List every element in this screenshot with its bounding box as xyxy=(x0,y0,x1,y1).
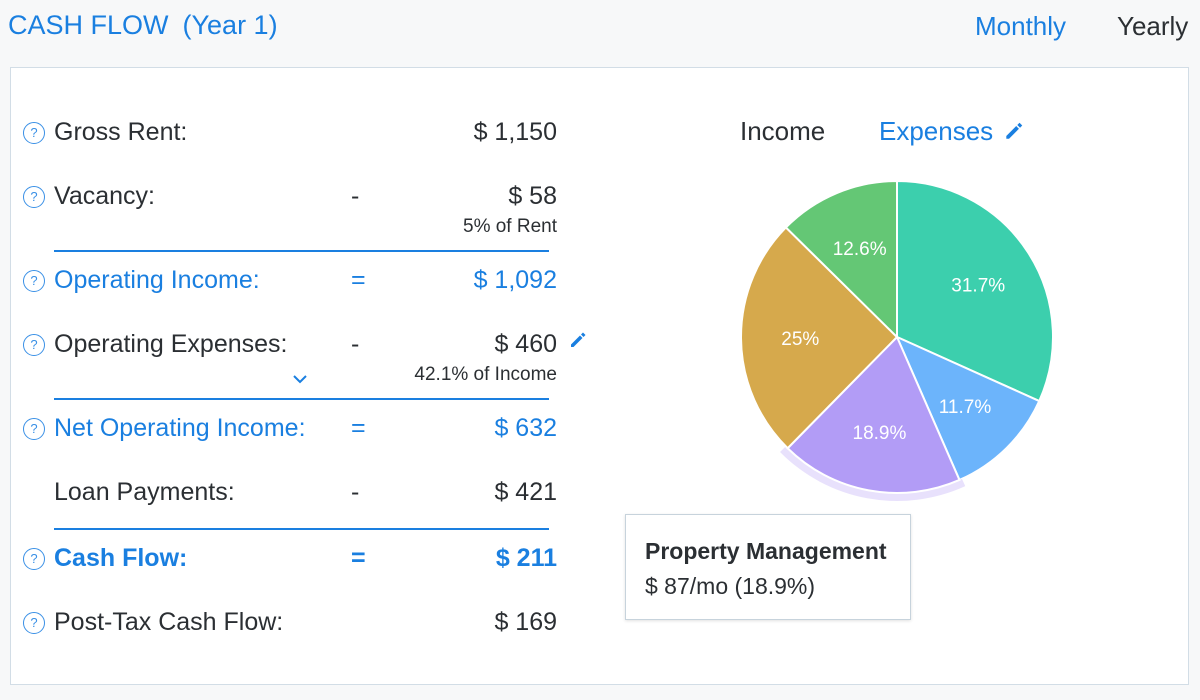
divider xyxy=(54,250,549,252)
post-tax-cash-flow-value: $ 169 xyxy=(494,608,557,636)
pie-slice-label: 25% xyxy=(781,329,819,350)
vacancy-row: ? Vacancy: - $ 58 5% of Rent xyxy=(23,182,563,246)
loan-payments-row: Loan Payments: - $ 421 xyxy=(23,478,563,514)
vacancy-note: 5% of Rent xyxy=(463,216,557,237)
operating-expenses-value: $ 460 xyxy=(494,330,557,358)
minus-sign: - xyxy=(351,478,360,506)
help-icon[interactable]: ? xyxy=(23,612,45,634)
tooltip-value: $ 87/mo (18.9%) xyxy=(645,573,816,599)
help-icon[interactable]: ? xyxy=(23,334,45,356)
gross-rent-label: Gross Rent: xyxy=(54,118,188,146)
vacancy-label: Vacancy: xyxy=(54,182,155,210)
divider xyxy=(54,528,549,530)
noi-label: Net Operating Income: xyxy=(54,414,306,442)
loan-payments-value: $ 421 xyxy=(494,478,557,506)
pie-slice-label: 31.7% xyxy=(951,275,1005,296)
pie-slice-label: 18.9% xyxy=(853,423,907,444)
expenses-tab[interactable]: Expenses xyxy=(879,116,994,146)
chevron-down-icon[interactable] xyxy=(291,373,309,385)
gross-rent-value: $ 1,150 xyxy=(473,118,557,146)
yearly-toggle[interactable]: Yearly xyxy=(1117,11,1189,41)
help-icon[interactable]: ? xyxy=(23,418,45,440)
pie-slice[interactable] xyxy=(740,226,899,450)
highlight-halo xyxy=(780,446,966,501)
title-year: (Year 1) xyxy=(182,10,278,40)
tooltip-title: Property Management xyxy=(645,538,887,564)
equals-sign: = xyxy=(351,544,366,572)
operating-expenses-note: 42.1% of Income xyxy=(414,364,557,385)
section-title: CASH FLOW (Year 1) xyxy=(8,10,278,41)
minus-sign: - xyxy=(351,182,360,210)
loan-payments-label: Loan Payments: xyxy=(54,478,235,506)
cash-flow-card: ? Gross Rent: $ 1,150 ? Vacancy: - $ 58 … xyxy=(10,67,1189,685)
help-icon[interactable]: ? xyxy=(23,122,45,144)
help-icon[interactable]: ? xyxy=(23,186,45,208)
post-tax-cash-flow-row: ? Post-Tax Cash Flow: $ 169 xyxy=(23,608,563,644)
title-text: CASH FLOW xyxy=(8,10,169,40)
help-icon[interactable]: ? xyxy=(23,548,45,570)
divider xyxy=(54,398,549,400)
operating-expenses-label: Operating Expenses: xyxy=(54,330,288,358)
operating-income-label: Operating Income: xyxy=(54,266,260,294)
operating-income-row: ? Operating Income: = $ 1,092 xyxy=(23,266,563,302)
equals-sign: = xyxy=(351,414,366,442)
pie-slice[interactable] xyxy=(895,335,1041,482)
minus-sign: - xyxy=(351,330,360,358)
cash-flow-value: $ 211 xyxy=(495,544,557,572)
cash-flow-label: Cash Flow: xyxy=(54,544,188,572)
pie-slice[interactable] xyxy=(784,179,898,340)
vacancy-value: $ 58 xyxy=(508,182,557,210)
operating-expenses-row: ? Operating Expenses: - $ 460 42.1% of I… xyxy=(23,330,563,394)
pie-slice[interactable] xyxy=(786,335,961,494)
equals-sign: = xyxy=(351,266,366,294)
monthly-toggle[interactable]: Monthly xyxy=(975,11,1067,41)
help-icon[interactable]: ? xyxy=(23,270,45,292)
edit-expenses-tab-pencil-icon[interactable] xyxy=(1003,120,1025,142)
pie-slice[interactable] xyxy=(896,179,1054,403)
net-operating-income-row: ? Net Operating Income: = $ 632 xyxy=(23,414,563,450)
cash-flow-row: ? Cash Flow: = $ 211 xyxy=(23,544,563,580)
post-tax-cash-flow-label: Post-Tax Cash Flow: xyxy=(54,608,284,636)
operating-income-value: $ 1,092 xyxy=(473,266,557,294)
slice-tooltip: Property Management $ 87/mo (18.9%) xyxy=(625,514,911,620)
noi-value: $ 632 xyxy=(494,414,557,442)
expenses-pie-chart[interactable]: 31.7% 11.7% 18.9% 25% 12.6% xyxy=(721,168,1071,508)
gross-rent-row: ? Gross Rent: $ 1,150 xyxy=(23,118,563,154)
pie-slice-label: 12.6% xyxy=(833,239,887,260)
income-tab[interactable]: Income xyxy=(740,116,826,146)
edit-expenses-pencil-icon[interactable] xyxy=(568,330,588,350)
pie-slice-label: 11.7% xyxy=(939,397,992,418)
